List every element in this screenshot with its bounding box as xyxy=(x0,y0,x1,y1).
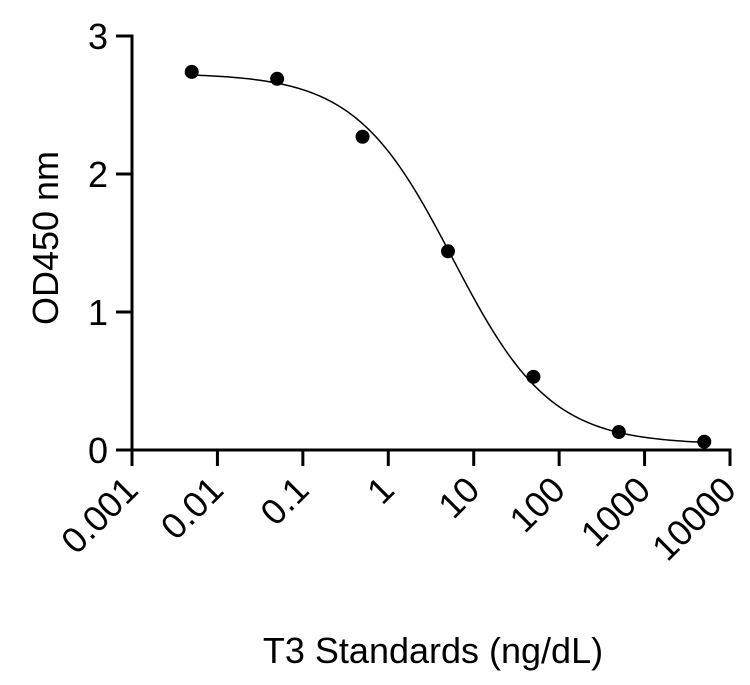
x-tick-label: 1 xyxy=(359,469,402,512)
x-tick-label: 10000 xyxy=(644,469,744,569)
y-ticks: 0 1 2 3 xyxy=(88,16,132,471)
data-point xyxy=(611,425,626,440)
x-tick-label: 0.01 xyxy=(153,469,232,548)
x-axis-title: T3 Standards (ng/dL) xyxy=(263,630,603,671)
data-point xyxy=(526,369,541,384)
data-points xyxy=(184,64,712,449)
data-point xyxy=(355,129,370,144)
y-tick-label: 0 xyxy=(88,430,108,471)
data-point xyxy=(440,244,455,259)
plot-area xyxy=(184,64,712,449)
x-tick-label: 100 xyxy=(501,469,572,540)
y-tick-label: 3 xyxy=(88,16,108,57)
x-tick-label: 0.001 xyxy=(53,469,146,562)
x-tick-label: 10 xyxy=(430,469,487,526)
data-point xyxy=(184,64,199,79)
y-axis-title: OD450 nm xyxy=(25,151,66,325)
data-point xyxy=(270,71,285,86)
y-tick-label: 1 xyxy=(88,292,108,333)
data-point xyxy=(697,434,712,449)
y-axis: 0 1 2 3 xyxy=(88,16,134,471)
fit-curve xyxy=(191,74,705,444)
x-tick-label: 0.1 xyxy=(252,469,316,533)
y-tick-label: 2 xyxy=(88,154,108,195)
